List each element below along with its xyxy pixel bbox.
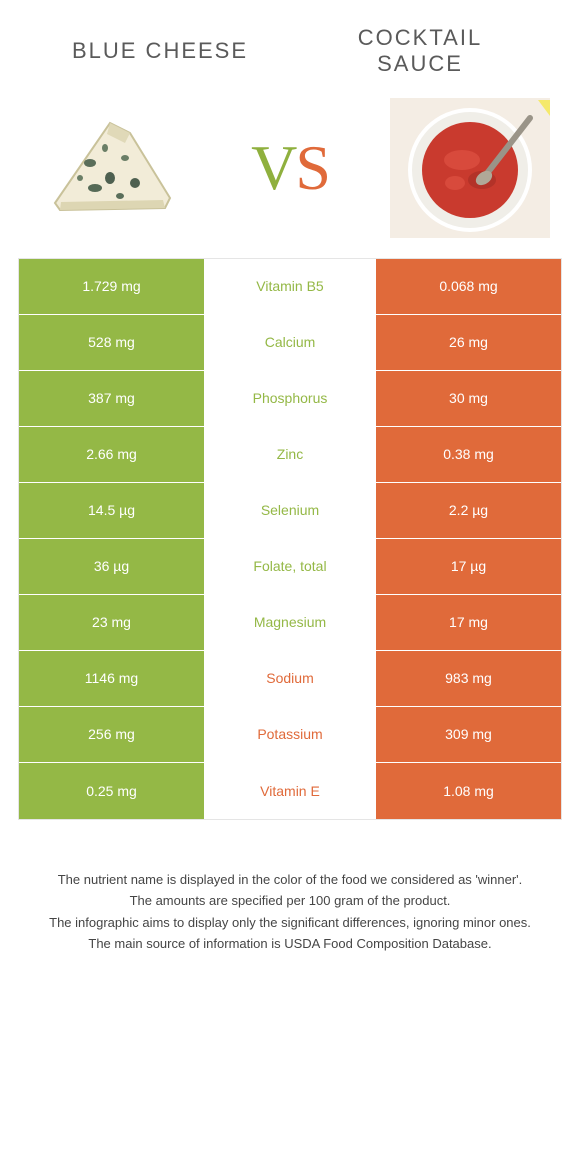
cell-nutrient-label: Magnesium: [204, 595, 376, 650]
table-row: 528 mgCalcium26 mg: [19, 315, 561, 371]
vs-s: S: [295, 132, 329, 203]
cell-nutrient-label: Folate, total: [204, 539, 376, 594]
cell-right-value: 26 mg: [376, 315, 561, 370]
cell-left-value: 1146 mg: [19, 651, 204, 706]
title-right: COCKTAIL SAUCE: [290, 25, 550, 78]
header: BLUE CHEESE COCKTAIL SAUCE: [0, 0, 580, 88]
table-row: 36 µgFolate, total17 µg: [19, 539, 561, 595]
cell-nutrient-label: Selenium: [204, 483, 376, 538]
cell-right-value: 0.068 mg: [376, 259, 561, 314]
table-row: 256 mgPotassium309 mg: [19, 707, 561, 763]
table-row: 23 mgMagnesium17 mg: [19, 595, 561, 651]
nutrition-table: 1.729 mgVitamin B50.068 mg528 mgCalcium2…: [18, 258, 562, 820]
cell-left-value: 0.25 mg: [19, 763, 204, 819]
cell-nutrient-label: Zinc: [204, 427, 376, 482]
title-right-line2: SAUCE: [290, 51, 550, 77]
cell-nutrient-label: Sodium: [204, 651, 376, 706]
cell-nutrient-label: Vitamin E: [204, 763, 376, 819]
footer-line-2: The amounts are specified per 100 gram o…: [30, 891, 550, 911]
footer-line-1: The nutrient name is displayed in the co…: [30, 870, 550, 890]
images-row: VS: [0, 88, 580, 258]
blue-cheese-image: [30, 98, 190, 238]
cell-nutrient-label: Vitamin B5: [204, 259, 376, 314]
cell-right-value: 309 mg: [376, 707, 561, 762]
cocktail-sauce-image: [390, 98, 550, 238]
footer-line-3: The infographic aims to display only the…: [30, 913, 550, 933]
cheese-icon: [35, 108, 185, 228]
cell-right-value: 1.08 mg: [376, 763, 561, 819]
cell-right-value: 17 mg: [376, 595, 561, 650]
cell-left-value: 387 mg: [19, 371, 204, 426]
cell-left-value: 14.5 µg: [19, 483, 204, 538]
cell-right-value: 2.2 µg: [376, 483, 561, 538]
table-row: 1.729 mgVitamin B50.068 mg: [19, 259, 561, 315]
cell-left-value: 528 mg: [19, 315, 204, 370]
table-row: 14.5 µgSelenium2.2 µg: [19, 483, 561, 539]
table-row: 387 mgPhosphorus30 mg: [19, 371, 561, 427]
cell-left-value: 1.729 mg: [19, 259, 204, 314]
cell-right-value: 0.38 mg: [376, 427, 561, 482]
sauce-icon: [390, 98, 550, 238]
cell-left-value: 256 mg: [19, 707, 204, 762]
cell-nutrient-label: Phosphorus: [204, 371, 376, 426]
cell-nutrient-label: Potassium: [204, 707, 376, 762]
cell-left-value: 36 µg: [19, 539, 204, 594]
table-row: 2.66 mgZinc0.38 mg: [19, 427, 561, 483]
cell-left-value: 23 mg: [19, 595, 204, 650]
vs-v: V: [251, 132, 295, 203]
cell-right-value: 983 mg: [376, 651, 561, 706]
footer-line-4: The main source of information is USDA F…: [30, 934, 550, 954]
title-right-line1: COCKTAIL: [290, 25, 550, 51]
cell-right-value: 30 mg: [376, 371, 561, 426]
cell-nutrient-label: Calcium: [204, 315, 376, 370]
cell-right-value: 17 µg: [376, 539, 561, 594]
title-left: BLUE CHEESE: [30, 38, 290, 64]
footer: The nutrient name is displayed in the co…: [0, 820, 580, 954]
table-row: 0.25 mgVitamin E1.08 mg: [19, 763, 561, 819]
table-row: 1146 mgSodium983 mg: [19, 651, 561, 707]
cell-left-value: 2.66 mg: [19, 427, 204, 482]
vs-label: VS: [251, 131, 329, 205]
